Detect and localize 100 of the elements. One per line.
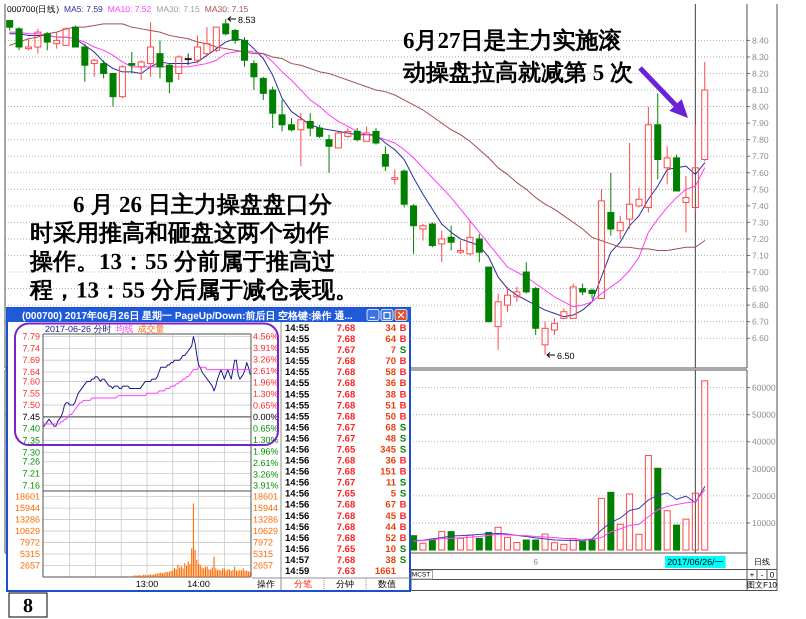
y-tick-label: 7.30 — [752, 217, 769, 228]
y-tick-label: 7.50 — [22, 400, 40, 410]
candlestick — [72, 25, 79, 48]
candlestick — [90, 58, 98, 78]
candlestick — [607, 172, 614, 236]
bar — [513, 542, 520, 551]
annotation: 8.53 — [238, 15, 256, 25]
y-tick-label: 7.90 — [752, 118, 769, 128]
candlestick — [579, 283, 586, 296]
text: 图文F10 — [747, 580, 778, 590]
y-tick-label: 8.20 — [752, 68, 769, 78]
candlestick — [598, 188, 605, 300]
text: S — [400, 422, 406, 434]
text: MA5: 7.59 — [64, 4, 104, 14]
y-tick-label: 8.10 — [752, 85, 769, 96]
text: S — [400, 345, 406, 356]
category-label: 14:56 — [285, 522, 310, 533]
candlestick — [241, 36, 248, 68]
annotation: 6月27日是主力实施滚动操盘拉高就减第 5 次 — [402, 27, 634, 85]
text: B — [400, 323, 406, 334]
candlestick — [81, 43, 88, 82]
candlestick — [118, 64, 126, 99]
candlestick — [626, 142, 634, 230]
text: 50 — [385, 411, 396, 422]
candlestick — [288, 118, 295, 132]
text: 38 — [385, 389, 396, 400]
candlestick — [147, 22, 154, 78]
text: B — [400, 367, 406, 378]
y2-tick-label: 5315 — [253, 549, 274, 560]
y-tick-label: 7.70 — [752, 151, 769, 162]
text: S — [400, 544, 406, 555]
text: 34 — [385, 323, 396, 334]
y-tick-label: 7.35 — [22, 435, 40, 446]
text: + — [750, 570, 755, 580]
text: 7.63 — [336, 566, 356, 577]
y-tick-label: 7.74 — [22, 343, 40, 354]
category-label: 14:55 — [285, 411, 310, 422]
y-tick-label: 7.55 — [22, 388, 40, 398]
annotation: 6 月 26 日主力操盘盘口分时采用推高和砸盘这两个动作操作。13：55 分前属于推高过程，13：55 分后属于减仓表现。 — [29, 191, 358, 302]
text: 1661 — [374, 566, 396, 577]
candlestick — [391, 168, 398, 185]
x-tick-label: 6 — [533, 558, 538, 566]
text: B — [400, 378, 406, 390]
text: 36 — [385, 378, 396, 390]
text: MA30: 7.15 — [204, 4, 248, 14]
text: 7.67 — [336, 345, 356, 356]
x-tick-label: 2017/06/26/一 — [667, 557, 724, 567]
text: 36 — [385, 456, 396, 467]
candlestick — [297, 112, 304, 167]
candlestick — [438, 230, 446, 263]
bar — [466, 534, 474, 551]
text: B — [400, 334, 406, 346]
bar — [635, 534, 642, 551]
candlestick — [410, 204, 418, 254]
candlestick — [156, 40, 164, 79]
candlestick — [269, 86, 276, 129]
category-label: 14:56 — [285, 456, 310, 467]
candlestick — [588, 288, 596, 300]
bar — [701, 380, 708, 551]
x-tick-label: 13:00 — [136, 579, 158, 589]
candlestick — [260, 76, 267, 100]
bar — [626, 493, 634, 551]
text: 11 — [386, 478, 396, 489]
category-label: 14:57 — [285, 554, 310, 566]
candlestick — [250, 60, 258, 91]
text: 7.68 — [336, 356, 356, 368]
annotation: MA30: 7.15 — [156, 4, 200, 14]
text: 7.68 — [336, 323, 356, 334]
y-tick-label: 60000 — [752, 382, 776, 393]
y-tick-label: 13286 — [14, 514, 40, 525]
candlestick — [326, 134, 333, 174]
candlestick — [44, 32, 51, 51]
text: 0 — [770, 570, 775, 580]
candlestick — [306, 112, 314, 137]
candlestick — [466, 220, 474, 256]
y-tick-label: 6.60 — [752, 333, 769, 344]
candlestick — [166, 63, 173, 94]
candlestick — [128, 51, 136, 74]
category-label: 14:56 — [285, 478, 310, 489]
y-tick-label: 10629 — [14, 526, 40, 536]
text: 68 — [385, 422, 396, 434]
candlestick — [560, 308, 568, 319]
bar — [522, 540, 530, 551]
y2-tick-label: 13286 — [253, 514, 278, 525]
text: 51 — [385, 400, 396, 412]
candlestick — [550, 318, 558, 336]
candlestick — [522, 262, 530, 294]
y-tick-label: 7.10 — [752, 250, 769, 260]
candlestick — [644, 106, 652, 213]
category-label: 14:56 — [285, 544, 310, 555]
y-tick-label: 30000 — [752, 464, 776, 474]
candlestick — [382, 146, 389, 172]
candlestick — [6, 20, 14, 31]
candlestick — [570, 283, 577, 319]
candlestick — [222, 18, 230, 36]
text: 7.68 — [336, 532, 356, 544]
candlestick — [419, 224, 426, 242]
chart-subtitle: 2017-06-26 分时 — [45, 324, 112, 334]
bar — [664, 510, 671, 551]
text: 48 — [385, 433, 396, 444]
